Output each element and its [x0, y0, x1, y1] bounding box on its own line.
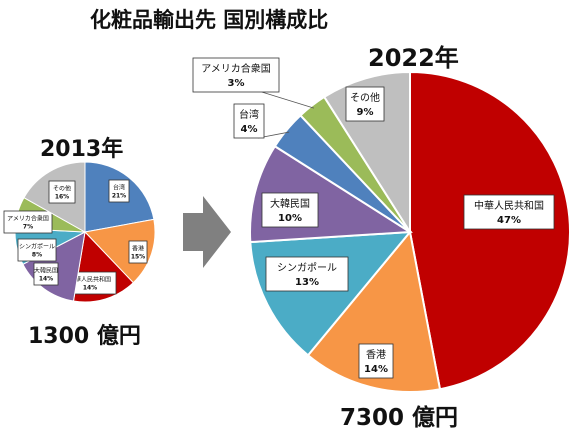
- pie-2022-title: 2022年: [368, 44, 459, 72]
- pie1-label-name-4: 台湾: [239, 108, 259, 121]
- pie1-label-value-5: 3%: [228, 78, 245, 89]
- pie1-slice-1: [306, 229, 442, 394]
- pie1-data-label-4: 台湾 4%: [233, 103, 290, 139]
- pie0-label-value-4: 8%: [32, 251, 42, 258]
- pie1-label-name-2: シンガポール: [277, 262, 337, 274]
- pie0-label-value-0: 21%: [112, 192, 126, 199]
- pie1-data-label-0: 中華人民共和国 47%: [463, 194, 555, 230]
- pie1-label-value-6: 9%: [357, 107, 374, 118]
- pie-2013-total: 1300 億円: [28, 324, 141, 349]
- pie1-data-label-3: 大韓民国 10%: [261, 192, 319, 228]
- pie0-label-name-2: 中華人民共和国: [69, 275, 111, 283]
- pie1-label-name-1: 香港: [366, 349, 386, 361]
- pie-2013-title: 2013年: [40, 137, 124, 162]
- pie1-label-name-0: 中華人民共和国: [474, 199, 544, 212]
- pie0-label-name-3: 大韓民国: [34, 266, 58, 274]
- pie-2022-total: 7300 億円: [340, 405, 459, 431]
- pie1-data-label-1: 香港 14%: [358, 343, 394, 379]
- pie1-data-label-2: シンガポール 13%: [265, 256, 349, 292]
- pie0-label-name-1: 香港: [132, 244, 144, 252]
- pie-2022: 中華人民共和国 47% 香港 14% シンガポール 13% 大韓民国 10% 台湾 4% アメリカ合…: [192, 57, 572, 394]
- pie1-slice-0: [409, 70, 572, 391]
- pie1-label-value-4: 4%: [241, 124, 258, 135]
- pie0-label-value-6: 16%: [55, 193, 69, 200]
- pie1-label-value-0: 47%: [497, 215, 521, 226]
- arrow-right-icon: [183, 196, 231, 268]
- pie0-label-value-3: 14%: [39, 275, 53, 282]
- pie1-label-name-5: アメリカ合衆国: [201, 62, 271, 75]
- pie0-label-name-6: その他: [53, 184, 71, 192]
- pie0-slice-1: [84, 218, 156, 284]
- pie0-label-value-1: 15%: [131, 253, 145, 260]
- pie1-label-value-1: 14%: [364, 364, 388, 375]
- chart-title: 化粧品輸出先 国別構成比: [90, 8, 329, 32]
- pie0-label-name-4: シンガポール: [19, 242, 55, 250]
- pie1-label-value-2: 13%: [295, 277, 319, 288]
- pie1-label-value-3: 10%: [278, 213, 302, 224]
- pie0-label-name-0: 台湾: [113, 183, 125, 191]
- pie1-label-name-3: 大韓民国: [270, 197, 310, 210]
- pie1-label-name-6: その他: [350, 91, 380, 104]
- pie1-data-label-6: その他 9%: [345, 86, 385, 122]
- pie1-data-label-5: アメリカ合衆国 3%: [192, 57, 315, 109]
- pie-2013: 台湾21%香港15%中華人民共和国14%大韓民国14%シンガポール8%アメリカ合…: [3, 161, 156, 303]
- pie0-label-value-2: 14%: [83, 284, 97, 291]
- pie0-label-name-5: アメリカ合衆国: [7, 214, 49, 222]
- pie0-label-value-5: 7%: [23, 223, 33, 230]
